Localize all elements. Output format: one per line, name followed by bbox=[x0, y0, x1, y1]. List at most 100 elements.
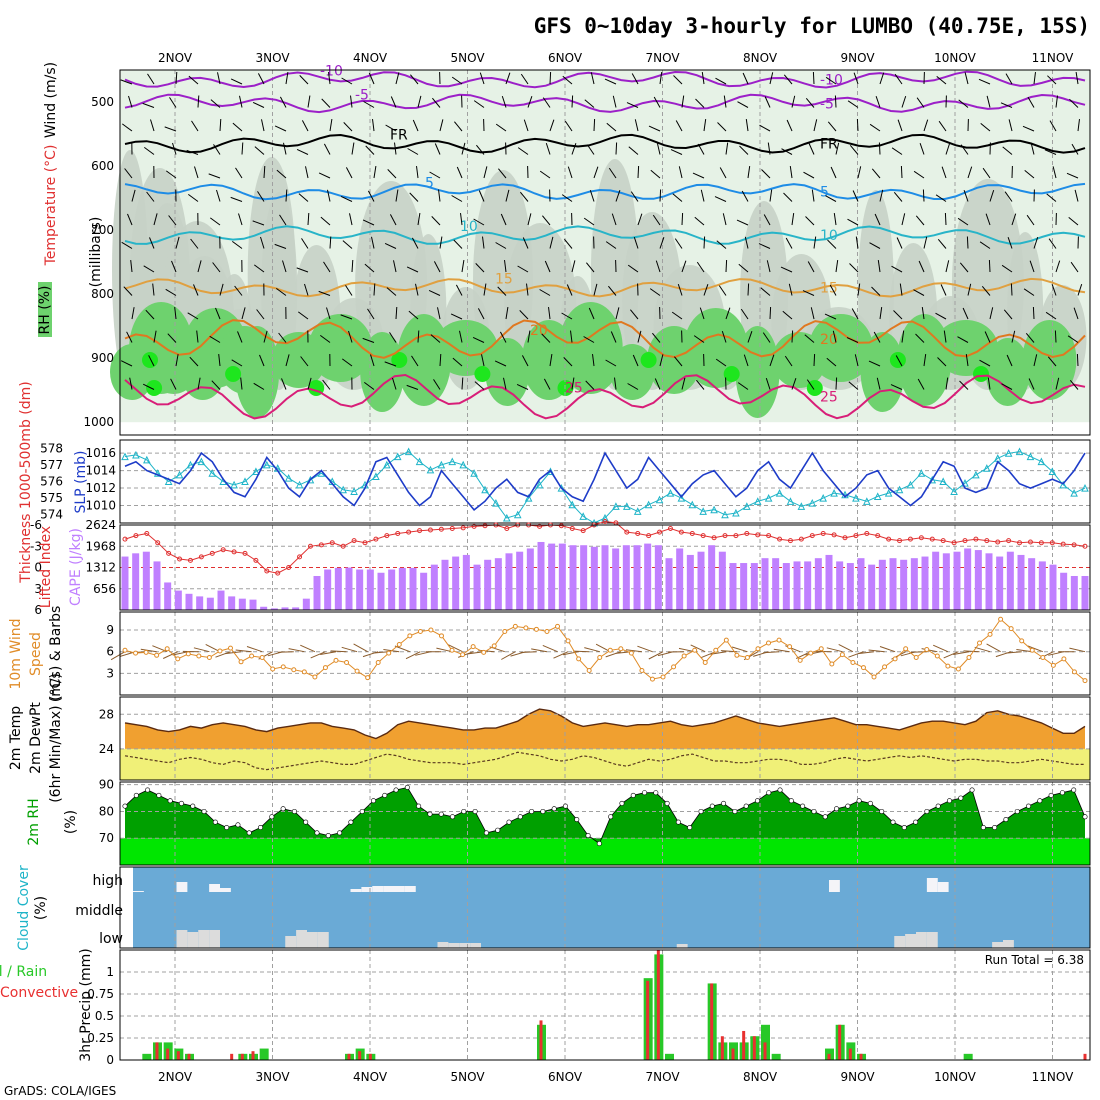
wind-barb bbox=[1070, 261, 1079, 273]
wind-barb bbox=[984, 331, 991, 343]
thickness-point bbox=[535, 480, 544, 489]
wind-barb bbox=[963, 190, 969, 202]
cape-bar bbox=[708, 545, 716, 610]
wind-barb bbox=[1022, 125, 1035, 132]
wind-barb bbox=[986, 95, 991, 108]
high-cloud-cell bbox=[220, 888, 231, 892]
wind-speed-point bbox=[649, 676, 655, 682]
rh-high-area bbox=[360, 332, 405, 412]
wind-barb bbox=[121, 241, 133, 249]
panel-frame bbox=[119, 69, 1091, 436]
wind-speed-point bbox=[375, 660, 381, 666]
chart-title: GFS 0~10day 3-hourly for LUMBO (40.75E, … bbox=[534, 14, 1090, 38]
wind-barb bbox=[479, 72, 485, 85]
cape-bar bbox=[750, 563, 758, 610]
wind-barb bbox=[829, 284, 837, 296]
wind-barb bbox=[703, 119, 707, 132]
precip-convective-bar bbox=[1083, 1053, 1087, 1060]
li-tick: 6 bbox=[34, 603, 42, 617]
wind-barb bbox=[351, 259, 354, 273]
wind-barb bbox=[758, 243, 771, 249]
isotherm-label: -5 bbox=[820, 96, 834, 112]
rh-point bbox=[370, 798, 376, 804]
cape-bar bbox=[942, 553, 950, 610]
wind-barb bbox=[1069, 379, 1079, 390]
rh-point bbox=[822, 814, 828, 820]
wind-barb bbox=[370, 354, 375, 367]
wind-barb bbox=[989, 307, 994, 320]
rh-point bbox=[517, 814, 523, 820]
rh-point bbox=[574, 816, 580, 822]
cape-bar bbox=[857, 558, 865, 610]
wind-speed-point bbox=[755, 646, 761, 652]
wind-barb bbox=[964, 72, 969, 85]
wind-barb bbox=[716, 240, 727, 249]
low-cloud-cell bbox=[916, 932, 927, 948]
wind-barb bbox=[958, 99, 969, 108]
wind-speed-point bbox=[1082, 678, 1088, 684]
wind-barb bbox=[365, 145, 375, 155]
wind-speed-point bbox=[850, 660, 856, 666]
wind-barb bbox=[813, 236, 817, 249]
li-point bbox=[624, 529, 630, 535]
wind-barb bbox=[637, 213, 643, 226]
cape-bar bbox=[420, 572, 428, 610]
wind-barb bbox=[439, 119, 444, 132]
surface-wind-barb bbox=[963, 650, 980, 653]
thickness-point bbox=[677, 493, 686, 502]
isotherm-label: 20 bbox=[530, 323, 548, 339]
wind-barb bbox=[197, 377, 201, 390]
wind-barb bbox=[848, 381, 859, 390]
cape-bar bbox=[334, 567, 342, 610]
wind-barb bbox=[945, 260, 950, 273]
dewpoint-band bbox=[120, 748, 1090, 780]
cape-bar bbox=[953, 551, 961, 610]
wind-speed-point bbox=[470, 644, 476, 650]
thickness-point bbox=[721, 510, 729, 519]
cape-bar bbox=[697, 551, 705, 610]
wind-barb bbox=[542, 97, 551, 108]
rh-point bbox=[178, 800, 184, 806]
wind-barb bbox=[373, 166, 377, 179]
wind-barb bbox=[1068, 217, 1079, 226]
wind-barb bbox=[652, 214, 661, 226]
wind-barb bbox=[849, 263, 859, 273]
wind-barb bbox=[499, 331, 507, 343]
wind-barb bbox=[142, 102, 155, 108]
cape-bar bbox=[676, 548, 684, 610]
rh-high-area bbox=[1022, 320, 1077, 400]
rh-area bbox=[125, 787, 1085, 844]
wind-barb bbox=[285, 72, 289, 85]
wind-speed-point bbox=[227, 645, 233, 651]
precip-convective-bar bbox=[827, 1053, 831, 1060]
wind-barb bbox=[985, 213, 991, 226]
surface-wind-barb bbox=[1048, 651, 1065, 656]
cloud-level-label: high bbox=[92, 873, 123, 889]
thickness-point bbox=[819, 493, 827, 502]
li-point bbox=[144, 531, 150, 536]
wind-barb bbox=[878, 142, 881, 155]
wind-barb bbox=[218, 354, 221, 367]
surface-wind-barb bbox=[690, 644, 706, 653]
top-day-label: 10NOV bbox=[934, 51, 976, 65]
surface-wind-barb bbox=[235, 649, 252, 653]
wind-barb bbox=[241, 307, 246, 320]
isotherm-25 bbox=[124, 373, 1086, 420]
low-cloud-cell bbox=[307, 932, 318, 948]
li-point bbox=[1017, 540, 1023, 546]
wind-barb bbox=[371, 236, 375, 249]
wind-barb bbox=[806, 379, 815, 390]
wind-barb bbox=[944, 212, 947, 226]
li-point bbox=[1027, 539, 1033, 545]
wind-barb bbox=[805, 216, 815, 226]
isotherm-15 bbox=[124, 277, 1086, 298]
li-point bbox=[798, 536, 804, 542]
precip-convective-bar bbox=[187, 1053, 191, 1060]
wind-barb bbox=[210, 99, 221, 108]
rh-high-area bbox=[180, 344, 225, 400]
wind-barb bbox=[1027, 96, 1035, 108]
wind-barb bbox=[1032, 306, 1035, 320]
precip-total-bar bbox=[771, 1053, 781, 1060]
cape-bar bbox=[206, 597, 214, 610]
precip-convective-bar bbox=[710, 983, 714, 1060]
